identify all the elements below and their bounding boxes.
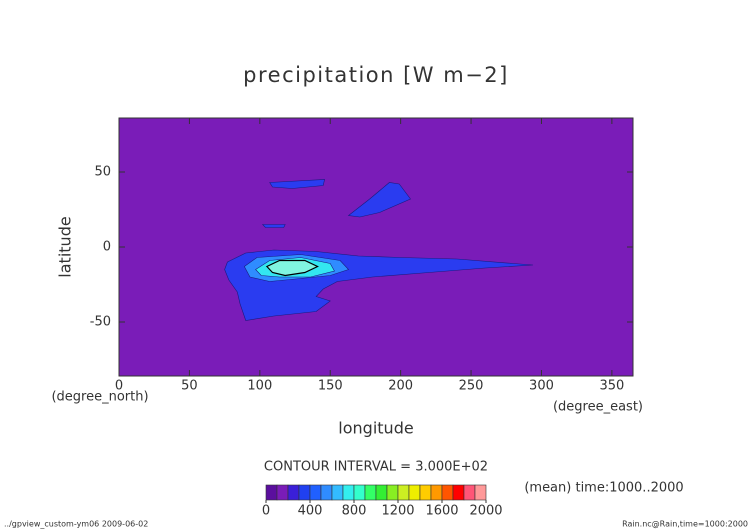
x-tick-label: 50: [181, 379, 198, 394]
colorbar-box: [287, 484, 300, 501]
x-tick-label: 150: [318, 379, 343, 394]
x-tick-label: 250: [459, 379, 484, 394]
contour-region: [265, 259, 319, 277]
colorbar-box: [452, 484, 465, 501]
colorbar-box: [430, 484, 443, 501]
colorbar-box: [265, 484, 278, 501]
x-tick-label: 100: [247, 379, 272, 394]
contour-region: [347, 182, 411, 218]
colorbar-box: [441, 484, 454, 501]
colorbar-box: [331, 484, 344, 501]
colorbar-tick-label: 400: [298, 504, 323, 519]
y-tick-label: 0: [103, 240, 111, 255]
y-unit: (degree_north): [51, 390, 148, 405]
y-axis-label: latitude: [56, 216, 75, 277]
mean-note: (mean) time:1000..2000: [524, 481, 683, 496]
x-tick-label: 300: [529, 379, 554, 394]
colorbar-box: [364, 484, 377, 501]
x-tick-label: 350: [599, 379, 624, 394]
colorbar-box: [397, 484, 410, 501]
colorbar-box: [342, 484, 355, 501]
colorbar-tick-label: 2000: [469, 504, 502, 519]
colorbar-tick-label: 0: [262, 504, 270, 519]
colorbar-tick-label: 800: [342, 504, 367, 519]
footer-right: Rain.nc@Rain,time=1000:2000: [622, 520, 748, 529]
y-tick-label: 50: [94, 165, 111, 180]
colorbar-box: [309, 484, 322, 501]
colorbar-box: [298, 484, 311, 501]
x-tick-label: 200: [388, 379, 413, 394]
y-tick-label: -50: [90, 315, 111, 330]
colorbar-box: [276, 484, 289, 501]
contour-note: CONTOUR INTERVAL = 3.000E+02: [264, 460, 488, 475]
colorbar-box: [320, 484, 333, 501]
colorbar-box: [353, 484, 366, 501]
contour-region: [269, 179, 325, 189]
colorbar-box: [386, 484, 399, 501]
footer-left: ../gpview_custom-ym06 2009-06-02: [4, 520, 148, 529]
x-unit: (degree_east): [553, 400, 643, 415]
colorbar-box: [419, 484, 432, 501]
plot-background: [119, 118, 633, 376]
colorbar-box: [408, 484, 421, 501]
colorbar-tick-label: 1200: [381, 504, 414, 519]
colorbar-box: [474, 484, 487, 501]
x-tick-label: 0: [115, 379, 123, 394]
x-axis-label: longitude: [338, 419, 413, 438]
colorbar-box: [375, 484, 388, 501]
colorbar-tick-label: 1600: [425, 504, 458, 519]
colorbar-box: [463, 484, 476, 501]
contour-region: [261, 224, 286, 228]
chart-title: precipitation [W m−2]: [243, 63, 509, 87]
